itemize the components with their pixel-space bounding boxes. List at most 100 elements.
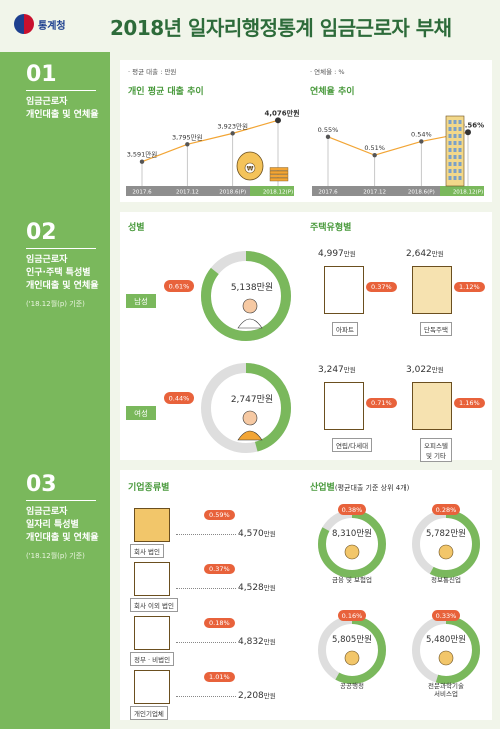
loan-value: 5,805만원 <box>332 635 372 645</box>
x-tick-label: 2017.12 <box>176 190 199 196</box>
data-label: 0.56% <box>460 121 484 129</box>
building-window <box>448 148 452 152</box>
loan-value: 5,782만원 <box>426 529 466 539</box>
building-window <box>453 148 457 152</box>
building-window <box>458 162 462 166</box>
section-3-panel: 기업종류별 산업별(평균대출 기준 상위 4개) 회사 법인 0.59% 4,570… <box>120 470 492 720</box>
loan-unit-note: · 평균 대출 : 만원 <box>128 68 177 76</box>
rate-badge: 0.37% <box>204 564 235 574</box>
rate-badge <box>338 504 366 515</box>
person-body-icon <box>237 430 263 441</box>
rate-label: 0.61% <box>169 283 190 291</box>
house-icon <box>412 266 452 314</box>
industry-chart: 8,310만원 0.38% 금융 및 보험업 5,782만원 0.28% 정보통신업 5,8… <box>318 504 480 698</box>
villa-icon <box>324 382 364 430</box>
company-type-label: 정부 · 비법인 <box>130 652 175 666</box>
man-icon <box>242 298 258 314</box>
rate-badge: 0.59% <box>204 510 235 520</box>
loan-value: 5,138만원 <box>231 282 273 293</box>
data-label: 3,923만원 <box>217 121 248 130</box>
building-window <box>458 141 462 145</box>
rate-badge <box>432 504 460 515</box>
housing-label: 오피스텔 및 기타 <box>420 438 452 462</box>
building-window <box>458 127 462 131</box>
building-window <box>453 141 457 145</box>
x-tick-label: 2018.6(P) <box>408 190 435 196</box>
section-title-2: 임금근로자 인구·주택 특성별 개인대출 및 연체율 <box>26 255 99 291</box>
section-note-2: ('18.12월(p) 기준) <box>26 300 85 308</box>
data-point <box>372 152 377 158</box>
person-desk-icon <box>134 562 170 596</box>
logo-text: 통계청 <box>38 20 66 32</box>
building-window <box>458 134 462 138</box>
rate-badge <box>432 610 460 621</box>
industry-label: 금융 및 보험업 <box>332 576 372 584</box>
loan-value: 5,480만원 <box>426 635 466 645</box>
taegeuk-icon <box>14 14 34 34</box>
building-window <box>448 176 452 180</box>
section-sidebar: 01 임금근로자 개인대출 및 연체율 02 임금근로자 인구·주택 특성별 개… <box>0 52 110 729</box>
data-point <box>419 139 424 144</box>
rate-label: 0.33% <box>436 612 457 620</box>
building-window <box>453 120 457 124</box>
section-divider <box>26 500 96 501</box>
won-coin-icon <box>244 162 256 174</box>
industry-label: 정보통신업 <box>431 575 461 584</box>
housing-loan-value: 4,997만원 <box>318 249 356 259</box>
loan-trend-chart: 2017.6 2017.12 2018.6(P) 2018.12(P) 3,591만원 3… <box>126 108 300 196</box>
building-window <box>458 176 462 180</box>
building-window <box>458 155 462 159</box>
data-point <box>185 142 190 147</box>
building-window <box>448 162 452 166</box>
headset-icon <box>438 544 454 560</box>
series-line <box>327 131 469 156</box>
rate-trend-title: 연체율 추이 <box>310 87 355 97</box>
housing-label: 연립/다세대 <box>332 438 373 452</box>
section-title-3: 임금근로자 일자리 특성별 개인대출 및 연체율 <box>26 507 99 543</box>
housing-label: 아파트 <box>332 322 358 336</box>
x-tick-label: 2017.6 <box>318 190 338 196</box>
housing-loan-value: 3,022만원 <box>406 365 444 375</box>
company-loan-value: 4,570만원 <box>238 529 276 539</box>
housing-loan-value: 3,247만원 <box>318 365 356 375</box>
data-point <box>275 117 281 124</box>
housing-label: 단독주택 <box>420 322 452 336</box>
rate-label: 0.38% <box>342 506 363 514</box>
section-2-panel: 성별 주택유형별 5,138만원 남성 0.61% 2,747만원 여성 0.44% 4,… <box>120 212 492 462</box>
x-axis-highlight <box>440 186 484 196</box>
x-axis-bar <box>312 186 484 196</box>
data-label: 3,591만원 <box>127 150 158 159</box>
category-box <box>126 294 156 308</box>
leader-line <box>176 534 236 535</box>
housing-loan-value: 2,642만원 <box>406 249 444 259</box>
x-tick-label: 2017.12 <box>363 190 386 196</box>
housing-chart: 4,997만원 0.37% 아파트 2,642만원 1.12% 단독주택 3,247만원 0.… <box>306 212 492 462</box>
money-bag-icon <box>344 544 360 560</box>
x-axis-bar <box>126 186 294 196</box>
building-window <box>458 148 462 152</box>
building-window <box>448 120 452 124</box>
section-number-2: 02 <box>26 220 57 245</box>
donut-slice <box>201 251 291 341</box>
coin-stack-icon <box>269 174 289 178</box>
building-window <box>453 134 457 138</box>
rate-badge: 0.71% <box>366 398 397 408</box>
coin-stack-icon <box>269 167 289 171</box>
officetel-icon <box>412 382 452 430</box>
rate-badge: 1.01% <box>204 672 235 682</box>
rate-label: 0.44% <box>169 395 190 403</box>
page-title: 2018년 일자리행정통계 임금근로자 부채 <box>110 16 452 40</box>
building-window <box>453 162 457 166</box>
rate-badge <box>164 280 194 292</box>
building-window <box>448 134 452 138</box>
data-point <box>325 134 331 140</box>
woman-icon <box>242 410 258 426</box>
section-note-3: ('18.12월(p) 기준) <box>26 552 85 560</box>
data-label: 4,076만원 <box>264 108 299 117</box>
data-label: 0.55% <box>318 126 339 134</box>
rate-badge: 0.18% <box>204 618 235 628</box>
leader-line <box>176 696 236 697</box>
x-tick-label: 2018.12(P) <box>453 190 483 196</box>
